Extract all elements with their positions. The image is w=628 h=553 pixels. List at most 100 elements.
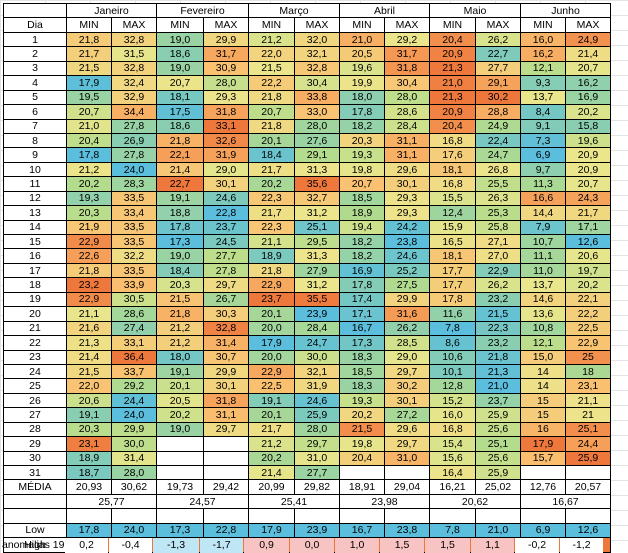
temp-cell[interactable]: 27,7 bbox=[475, 60, 521, 77]
temp-cell[interactable]: 21,3 bbox=[429, 89, 476, 106]
temp-cell[interactable]: 22,5 bbox=[565, 320, 611, 337]
temp-cell[interactable]: 30,1 bbox=[384, 176, 430, 192]
temp-cell[interactable]: 18,1 bbox=[429, 248, 476, 264]
monthly-average[interactable]: 20,62 bbox=[429, 493, 521, 510]
temp-cell[interactable]: 18,2 bbox=[339, 233, 385, 250]
day-number[interactable]: 4 bbox=[3, 75, 67, 91]
temp-cell[interactable]: 24,3 bbox=[565, 190, 611, 207]
temp-cell[interactable]: 22,2 bbox=[565, 306, 611, 322]
temp-cell[interactable] bbox=[203, 436, 249, 452]
temp-cell[interactable]: 21,4 bbox=[156, 161, 204, 178]
empty-cell[interactable] bbox=[66, 508, 112, 524]
temp-cell[interactable]: 28,4 bbox=[384, 118, 430, 134]
low-value[interactable]: 17,8 bbox=[66, 522, 112, 539]
media-value[interactable]: 29,82 bbox=[294, 479, 340, 495]
temp-cell[interactable]: 20,3 bbox=[66, 205, 112, 221]
temp-cell[interactable]: 33,1 bbox=[203, 118, 249, 134]
temp-cell[interactable]: 19,1 bbox=[156, 363, 204, 380]
temp-cell[interactable]: 16,2 bbox=[520, 46, 566, 62]
temp-cell[interactable]: 21,8 bbox=[156, 306, 204, 322]
empty-cell[interactable] bbox=[565, 508, 611, 524]
temp-cell[interactable]: 16,2 bbox=[565, 75, 611, 91]
temp-cell[interactable]: 21,8 bbox=[248, 262, 295, 279]
min-header[interactable]: MIN bbox=[339, 17, 385, 33]
temp-cell[interactable]: 21,3 bbox=[429, 60, 476, 77]
month-header[interactable]: Maio bbox=[429, 2, 521, 19]
temp-cell[interactable]: 16,9 bbox=[565, 89, 611, 106]
temp-cell[interactable]: 29,7 bbox=[294, 436, 340, 452]
temp-cell[interactable]: 30,3 bbox=[203, 306, 249, 322]
temp-cell[interactable]: 25,9 bbox=[475, 464, 521, 481]
media-value[interactable]: 20,99 bbox=[248, 479, 295, 495]
temp-cell[interactable]: 30,5 bbox=[111, 291, 157, 308]
temp-cell[interactable]: 24,5 bbox=[203, 233, 249, 250]
temp-cell[interactable]: 31,9 bbox=[294, 378, 340, 394]
temp-cell[interactable]: 20,7 bbox=[66, 104, 112, 120]
temp-cell[interactable]: 30,7 bbox=[203, 349, 249, 365]
temp-cell[interactable]: 22,7 bbox=[156, 176, 204, 192]
temp-cell[interactable]: 27,0 bbox=[475, 248, 521, 264]
temp-cell[interactable]: 17,8 bbox=[339, 277, 385, 293]
monthly-average[interactable]: 25,77 bbox=[66, 493, 157, 510]
anomalia-value[interactable]: -0,2 bbox=[515, 538, 559, 553]
temp-cell[interactable]: 17,8 bbox=[66, 147, 112, 163]
temp-cell[interactable]: 20,9 bbox=[565, 161, 611, 178]
temp-cell[interactable] bbox=[156, 436, 204, 452]
max-header[interactable]: MAX bbox=[384, 17, 430, 33]
temp-cell[interactable]: 22,4 bbox=[475, 132, 521, 149]
temp-cell[interactable]: 29,3 bbox=[384, 205, 430, 221]
temp-cell[interactable] bbox=[156, 450, 204, 467]
temp-cell[interactable]: 21,8 bbox=[156, 132, 204, 149]
media-value[interactable]: 16,21 bbox=[429, 479, 476, 495]
anomalia-value[interactable]: 0,0 bbox=[290, 538, 334, 553]
anomalia-value[interactable]: 0,2 bbox=[65, 538, 108, 553]
temp-cell[interactable]: 27,9 bbox=[294, 262, 340, 279]
anomalia-value[interactable]: 0,9 bbox=[244, 538, 289, 553]
temp-cell[interactable]: 17,8 bbox=[156, 219, 204, 236]
temp-cell[interactable]: 21,7 bbox=[248, 421, 295, 438]
temp-cell[interactable]: 23,9 bbox=[294, 306, 340, 322]
temp-cell[interactable]: 20,4 bbox=[429, 118, 476, 134]
temp-cell[interactable]: 16 bbox=[520, 421, 566, 438]
temp-cell[interactable]: 33,7 bbox=[111, 363, 157, 380]
temp-cell[interactable]: 24,4 bbox=[111, 392, 157, 409]
temp-cell[interactable] bbox=[203, 450, 249, 467]
temp-cell[interactable]: 19,8 bbox=[339, 436, 385, 452]
temp-cell[interactable]: 19,9 bbox=[339, 75, 385, 91]
temp-cell[interactable]: 19,4 bbox=[339, 219, 385, 236]
day-number[interactable]: 22 bbox=[3, 335, 67, 351]
temp-cell[interactable]: 25,6 bbox=[475, 450, 521, 467]
temp-cell[interactable]: 35,6 bbox=[294, 176, 340, 192]
temp-cell[interactable]: 20,4 bbox=[339, 450, 385, 467]
temp-cell[interactable]: 25,9 bbox=[475, 407, 521, 423]
temp-cell[interactable]: 16,5 bbox=[429, 233, 476, 250]
temp-cell[interactable]: 18,0 bbox=[156, 349, 204, 365]
temp-cell[interactable]: 19,3 bbox=[339, 392, 385, 409]
anomalia-value[interactable]: -0,4 bbox=[109, 538, 152, 553]
temp-cell[interactable]: 14 bbox=[520, 363, 566, 380]
temp-cell[interactable]: 24,6 bbox=[384, 248, 430, 264]
temp-cell[interactable]: 20,4 bbox=[429, 31, 476, 48]
temp-cell[interactable]: 32,6 bbox=[203, 132, 249, 149]
month-header[interactable]: Março bbox=[248, 2, 340, 19]
temp-cell[interactable]: 20,2 bbox=[248, 176, 295, 192]
temp-cell[interactable]: 21,4 bbox=[248, 464, 295, 481]
day-number[interactable]: 19 bbox=[3, 291, 67, 308]
temp-cell[interactable]: 32,8 bbox=[294, 60, 340, 77]
temp-cell[interactable]: 21,7 bbox=[66, 46, 112, 62]
temp-cell[interactable]: 16,9 bbox=[339, 262, 385, 279]
temp-cell[interactable]: 28,0 bbox=[203, 75, 249, 91]
temp-cell[interactable]: 30,9 bbox=[203, 60, 249, 77]
temp-cell[interactable]: 19,0 bbox=[156, 31, 204, 48]
month-header[interactable]: Abril bbox=[339, 2, 430, 19]
temp-cell[interactable]: 18,5 bbox=[339, 363, 385, 380]
temp-cell[interactable]: 11,0 bbox=[520, 262, 566, 279]
temp-cell[interactable]: 12,8 bbox=[429, 378, 476, 394]
low-value[interactable]: 7,8 bbox=[429, 522, 476, 539]
empty-cell[interactable] bbox=[156, 508, 204, 524]
temp-cell[interactable]: 32,8 bbox=[203, 320, 249, 337]
temp-cell[interactable]: 19,5 bbox=[66, 89, 112, 106]
temp-cell[interactable]: 15,0 bbox=[520, 349, 566, 365]
temp-cell[interactable]: 14,4 bbox=[520, 205, 566, 221]
temp-cell[interactable]: 20,7 bbox=[565, 60, 611, 77]
